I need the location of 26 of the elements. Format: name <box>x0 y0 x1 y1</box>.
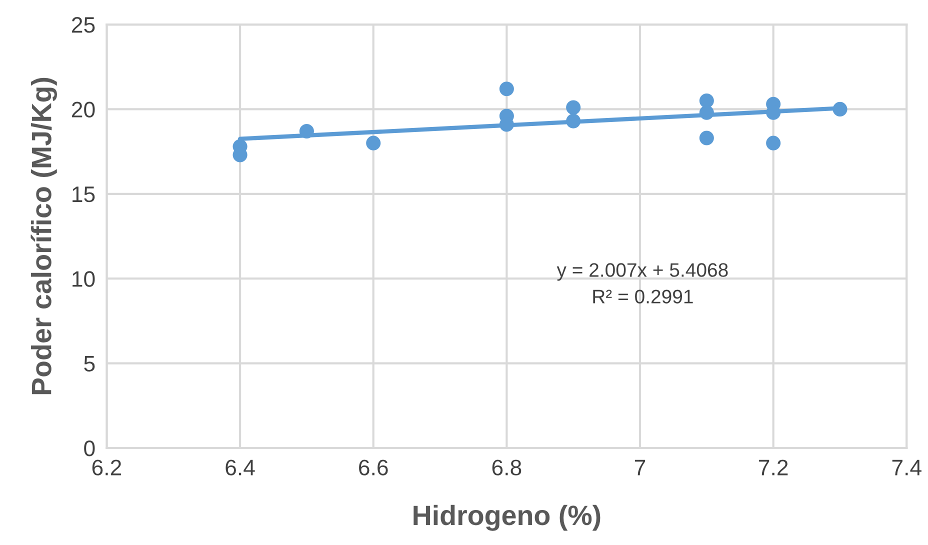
point <box>766 136 781 150</box>
x-tick-label: 7.4 <box>892 460 922 476</box>
y-tick-label: 15 <box>72 186 95 202</box>
point <box>499 82 514 96</box>
y-tick-label: 10 <box>72 271 95 287</box>
point <box>299 124 314 139</box>
annotation: y = 2.007x + 5.4068 R² = 0.2991 <box>556 263 728 304</box>
point <box>699 105 714 120</box>
x-axis-title: Hidrogeno (%) <box>414 504 600 531</box>
y-tick-label: 25 <box>72 17 95 33</box>
y-tick-label: 20 <box>72 102 95 118</box>
y-tick-label: 5 <box>84 356 95 372</box>
x-tick-label: 6.4 <box>226 460 255 476</box>
x-tick-label: 7.2 <box>759 460 788 476</box>
x-tick-label: 6.8 <box>492 460 522 476</box>
y-tick-label: 0 <box>84 440 95 456</box>
point <box>566 114 581 128</box>
x-tick-label: 6.2 <box>92 460 122 476</box>
point <box>366 136 381 150</box>
point <box>699 93 714 108</box>
point <box>699 130 714 146</box>
x-tick-label: 7 <box>634 460 646 476</box>
point <box>566 100 581 115</box>
x-tick-label: 6.6 <box>359 460 388 476</box>
point <box>832 102 848 116</box>
y-axis-title: Poder calorífico (MJ/Kg) <box>30 78 58 394</box>
